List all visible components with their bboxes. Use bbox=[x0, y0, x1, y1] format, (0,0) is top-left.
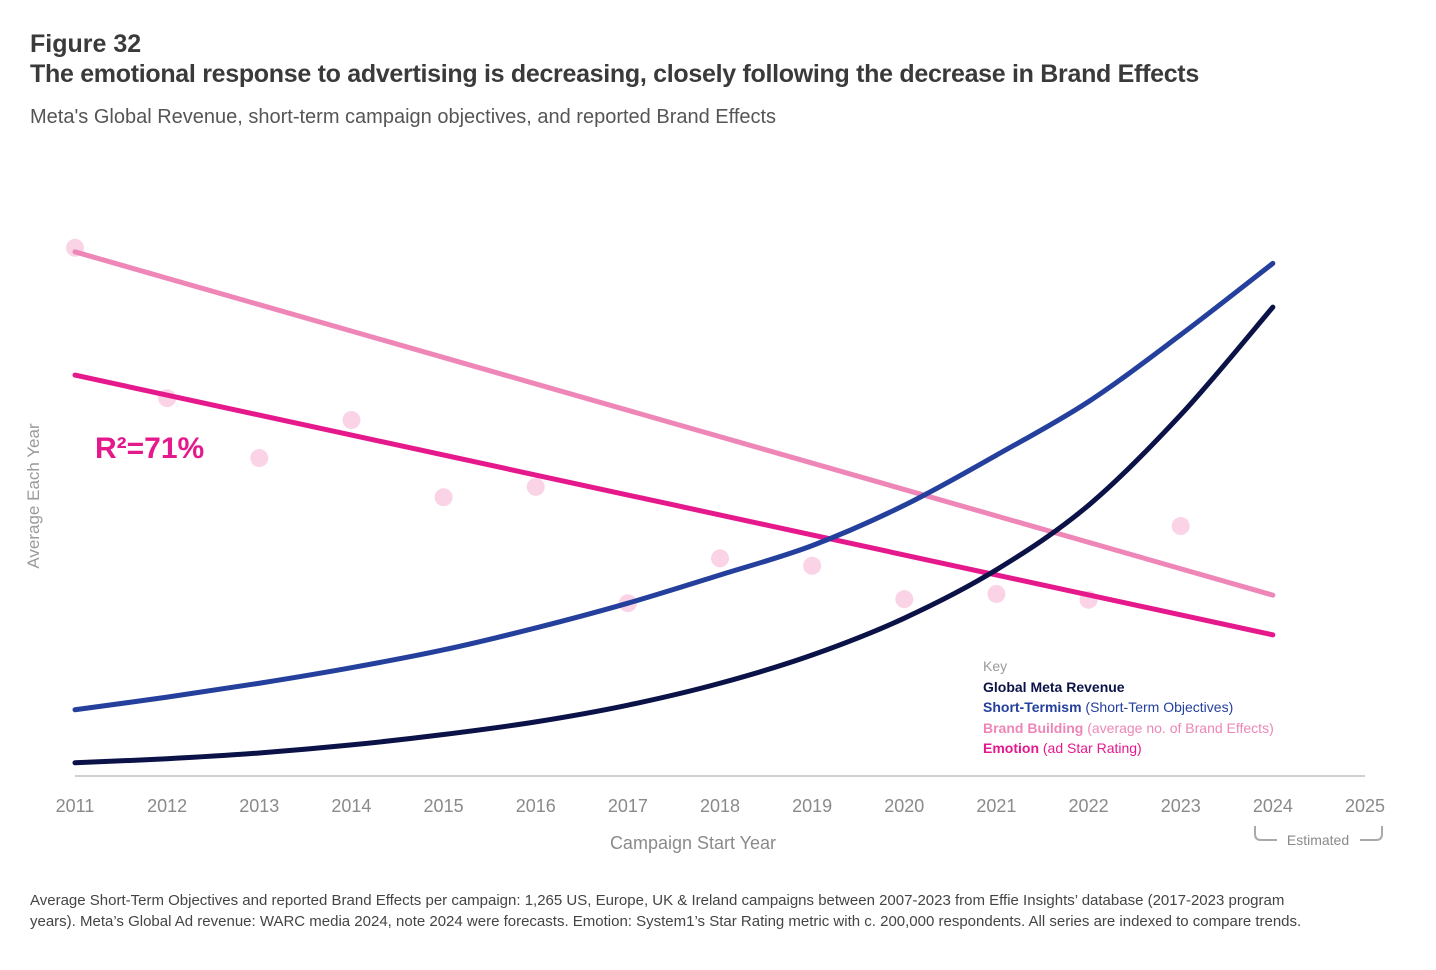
series-line-brand-building bbox=[72, 249, 1276, 598]
emotion-data-point bbox=[250, 449, 269, 468]
x-tick-label: 2024 bbox=[1253, 796, 1293, 816]
chart-area: 2011 2012 2013 2014 2015 2016 2017 2018 2019 2020… bbox=[24, 238, 1385, 853]
emotion-data-point bbox=[342, 411, 361, 430]
estimated-bracket-right bbox=[1360, 826, 1383, 841]
series-line-short-termism bbox=[72, 260, 1276, 713]
x-tick-label: 2012 bbox=[147, 796, 187, 816]
emotion-data-point bbox=[803, 556, 822, 575]
x-tick-label: 2016 bbox=[516, 796, 556, 816]
x-tick-label: 2017 bbox=[608, 796, 648, 816]
x-axis-label: Campaign Start Year bbox=[610, 833, 776, 853]
x-tick-label: 2023 bbox=[1161, 796, 1201, 816]
chart-subtitle: Meta's Global Revenue, short-term campai… bbox=[30, 106, 777, 128]
x-tick-label: 2019 bbox=[792, 796, 832, 816]
series-line-emotion bbox=[72, 372, 1276, 638]
figure-label: Figure 32 bbox=[30, 30, 142, 58]
legend: Key Global Meta Revenue Short-Termism (S… bbox=[983, 656, 1274, 759]
y-axis-label: Average Each Year bbox=[24, 423, 43, 569]
estimated-bracket-left bbox=[1254, 826, 1277, 841]
x-tick-label: 2013 bbox=[239, 796, 279, 816]
chart-title: The emotional response to advertising is… bbox=[30, 60, 1199, 88]
emotion-data-point bbox=[1171, 517, 1190, 536]
x-tick-label: 2014 bbox=[331, 796, 371, 816]
emotion-data-point bbox=[895, 590, 914, 609]
x-tick-label: 2021 bbox=[976, 796, 1016, 816]
emotion-data-point bbox=[711, 549, 729, 568]
x-tick-label: 2022 bbox=[1069, 796, 1109, 816]
x-tick-label: 2020 bbox=[884, 796, 924, 816]
series-line-global-meta-revenue bbox=[72, 304, 1276, 766]
x-tick-label: 2025 bbox=[1345, 796, 1385, 816]
emotion-data-point bbox=[434, 488, 453, 507]
legend-heading: Key bbox=[983, 658, 1008, 674]
x-tick-label: 2015 bbox=[424, 796, 464, 816]
emotion-data-point bbox=[987, 584, 1006, 603]
estimated-label: Estimated bbox=[1287, 832, 1349, 848]
footnote: Average Short-Term Objectives and report… bbox=[30, 892, 1302, 930]
legend-item-short-termism: Short-Termism (Short-Term Objectives) bbox=[983, 699, 1234, 715]
legend-item-brand-building: Brand Building (average no. of Brand Eff… bbox=[983, 719, 1274, 736]
x-tick-label: 2018 bbox=[700, 796, 740, 816]
r-squared-annotation: R²=71% bbox=[95, 432, 205, 465]
x-tick-label: 2011 bbox=[56, 796, 95, 816]
legend-item-emotion: Emotion (ad Star Rating) bbox=[983, 740, 1142, 756]
emotion-data-point bbox=[526, 477, 545, 496]
legend-item-revenue: Global Meta Revenue bbox=[983, 678, 1125, 695]
